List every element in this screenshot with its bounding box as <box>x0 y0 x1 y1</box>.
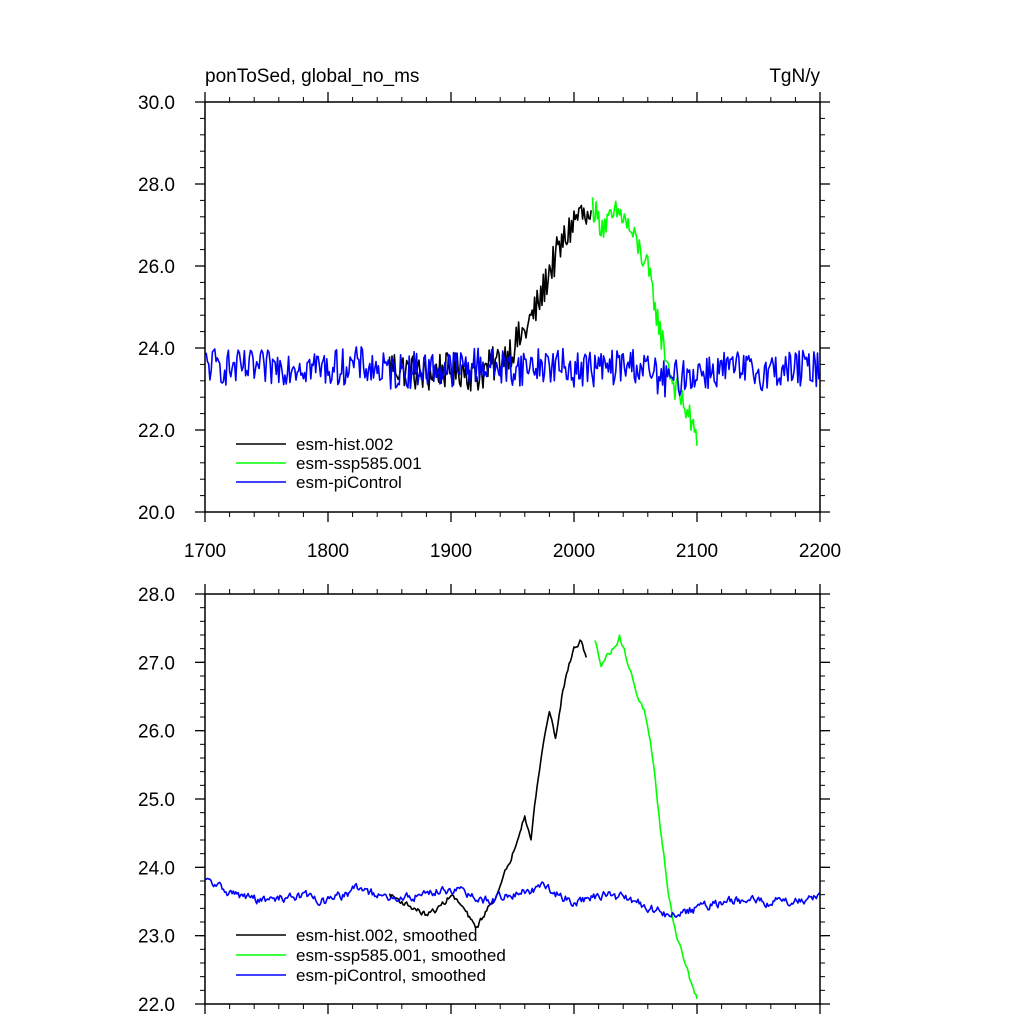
legend-label: esm-piControl, smoothed <box>296 966 486 985</box>
y-tick-label: 26.0 <box>138 257 175 278</box>
legend-label: esm-hist.002, smoothed <box>296 926 477 945</box>
y-tick-label: 30.0 <box>138 93 175 114</box>
legend-label: esm-ssp585.001, smoothed <box>296 946 506 965</box>
bottom-minor-ticks <box>200 594 825 1004</box>
legend-label: esm-ssp585.001 <box>296 454 422 473</box>
series-line-ssp585 <box>593 197 698 445</box>
units-label: TgN/y <box>769 66 820 87</box>
y-tick-label: 28.0 <box>138 585 175 606</box>
y-tick-label: 22.0 <box>138 995 175 1016</box>
series-line-hist <box>390 640 587 928</box>
x-tick-label: 1900 <box>430 541 472 562</box>
series-line-picontrol <box>205 878 820 917</box>
legend-label: esm-hist.002 <box>296 435 393 454</box>
top-x-ticks: 1700 1800 1900 2000 2100 2200 <box>184 92 841 562</box>
x-tick-label: 2200 <box>799 541 841 562</box>
bottom-panel: 22.0 23.0 24.0 25.0 26.0 27.0 28.0 esm-hist.00… <box>138 584 830 1016</box>
y-tick-label: 24.0 <box>138 339 175 360</box>
legend-label: esm-piControl <box>296 473 402 492</box>
chart-title: ponToSed, global_no_ms <box>205 66 419 87</box>
y-tick-label: 27.0 <box>138 653 175 674</box>
top-minor-ticks <box>200 102 825 512</box>
y-tick-label: 20.0 <box>138 503 175 524</box>
top-series <box>205 197 820 445</box>
y-tick-label: 22.0 <box>138 421 175 442</box>
y-tick-label: 28.0 <box>138 175 175 196</box>
top-panel: ponToSed, global_no_ms TgN/y 20.0 22.0 24.… <box>138 66 841 562</box>
x-tick-label: 1800 <box>307 541 349 562</box>
x-tick-label: 2100 <box>676 541 718 562</box>
series-line-picontrol <box>205 347 820 397</box>
y-tick-label: 24.0 <box>138 858 175 879</box>
y-tick-label: 26.0 <box>138 722 175 743</box>
top-y-ticks: 20.0 22.0 24.0 26.0 28.0 30.0 <box>138 93 830 524</box>
y-tick-label: 25.0 <box>138 790 175 811</box>
series-line-ssp585 <box>595 635 697 999</box>
x-tick-label: 1700 <box>184 541 226 562</box>
y-tick-label: 23.0 <box>138 927 175 948</box>
x-tick-label: 2000 <box>553 541 595 562</box>
